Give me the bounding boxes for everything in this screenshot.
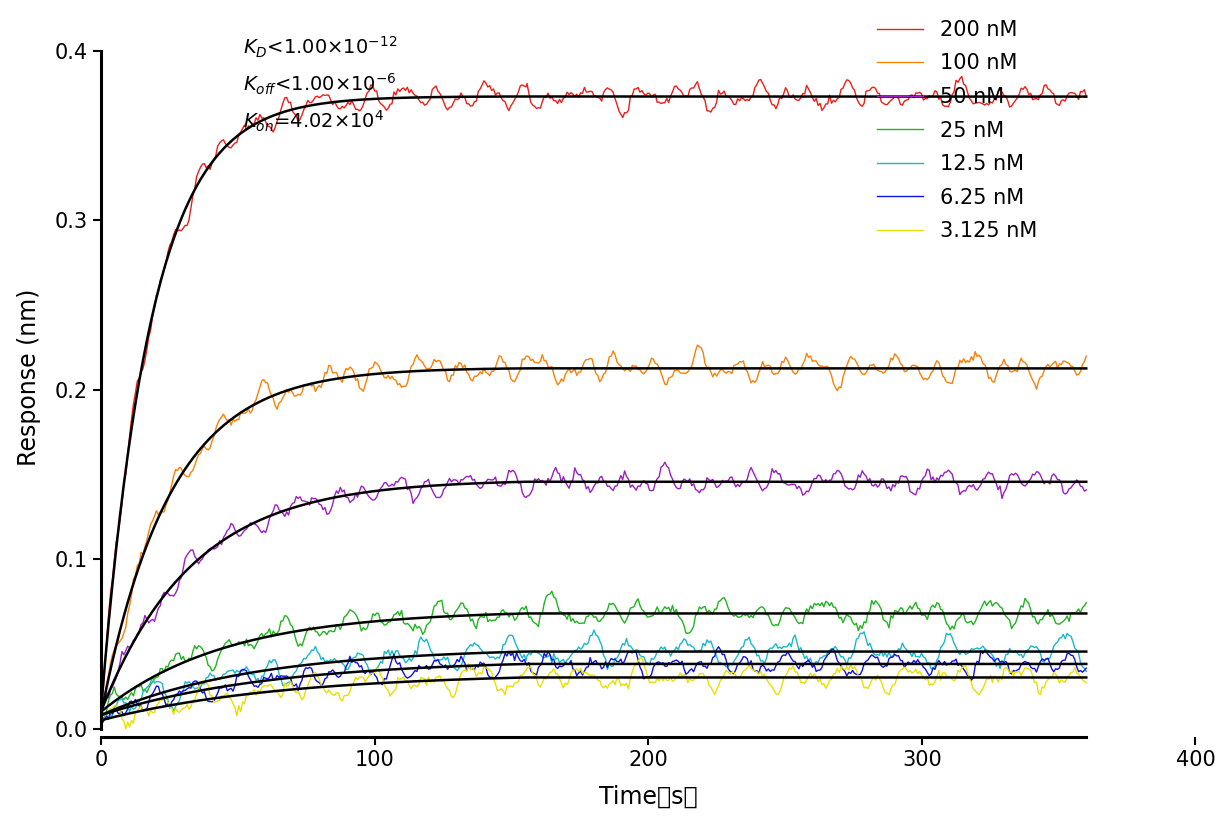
6.25 nM	[95, 718, 110, 728]
3.125 nM	[1079, 678, 1094, 688]
6.25 nM	[711, 642, 726, 652]
100 nM	[429, 356, 444, 366]
25 nM	[800, 604, 814, 614]
25 nM	[126, 691, 140, 701]
50 nM	[800, 486, 814, 496]
12.5 nM	[211, 673, 225, 683]
3.125 nM	[801, 672, 816, 681]
6.25 nM	[431, 655, 446, 665]
Line: 100 nM: 100 nM	[101, 345, 1087, 718]
100 nM	[208, 424, 223, 434]
6.25 nM	[94, 715, 108, 725]
25 nM	[545, 587, 559, 596]
100 nM	[94, 713, 108, 723]
3.125 nM	[638, 665, 653, 675]
100 nM	[559, 366, 574, 376]
12.5 nM	[638, 657, 653, 667]
12.5 nM	[1079, 667, 1094, 676]
Line: 50 nM: 50 nM	[101, 462, 1087, 703]
25 nM	[94, 719, 108, 728]
25 nM	[562, 608, 577, 618]
Line: 6.25 nM: 6.25 nM	[101, 647, 1087, 723]
12.5 nM	[101, 714, 116, 724]
3.125 nM	[562, 676, 577, 686]
25 nM	[1079, 597, 1094, 607]
6.25 nM	[801, 655, 816, 665]
Line: 200 nM: 200 nM	[101, 77, 1087, 717]
X-axis label: Time（s）: Time（s）	[599, 785, 697, 808]
3.125 nM	[431, 672, 446, 682]
50 nM	[1079, 485, 1094, 495]
50 nM	[208, 544, 223, 554]
50 nM	[429, 493, 444, 502]
6.25 nM	[1079, 663, 1094, 673]
200 nM	[208, 151, 223, 161]
50 nM	[634, 478, 649, 488]
200 nM	[429, 81, 444, 91]
12.5 nM	[431, 655, 446, 665]
200 nM	[1079, 92, 1094, 102]
6.25 nM	[637, 674, 652, 684]
6.25 nM	[128, 695, 143, 705]
25 nM	[429, 601, 444, 610]
200 nM	[634, 86, 649, 96]
12.5 nM	[128, 703, 143, 713]
Y-axis label: Response (nm): Response (nm)	[17, 288, 41, 465]
200 nM	[797, 89, 812, 99]
Line: 3.125 nM: 3.125 nM	[101, 658, 1087, 728]
100 nM	[800, 348, 814, 358]
200 nM	[94, 712, 108, 722]
100 nM	[1079, 351, 1094, 361]
25 nM	[208, 661, 223, 671]
100 nM	[126, 574, 140, 584]
100 nM	[634, 367, 649, 377]
100 nM	[690, 340, 705, 350]
3.125 nM	[94, 709, 108, 719]
50 nM	[559, 480, 574, 490]
12.5 nM	[94, 707, 108, 717]
200 nM	[559, 87, 574, 97]
Text: $K_{D}$<1.00×10$^{-12}$
$K_{off}$<1.00×10$^{-6}$
$K_{on}$=4.02×10$^{4}$: $K_{D}$<1.00×10$^{-12}$ $K_{off}$<1.00×1…	[243, 35, 398, 134]
3.125 nM	[211, 696, 225, 706]
3.125 nM	[118, 724, 133, 733]
200 nM	[126, 399, 140, 409]
Line: 12.5 nM: 12.5 nM	[101, 630, 1087, 719]
200 nM	[955, 72, 970, 82]
6.25 nM	[211, 688, 225, 698]
6.25 nM	[562, 659, 577, 669]
12.5 nM	[586, 625, 601, 635]
12.5 nM	[801, 657, 816, 667]
3.125 nM	[128, 708, 143, 718]
12.5 nM	[562, 653, 577, 663]
50 nM	[658, 457, 673, 467]
50 nM	[94, 698, 108, 708]
Line: 25 nM: 25 nM	[101, 592, 1087, 724]
3.125 nM	[634, 653, 649, 662]
25 nM	[637, 606, 652, 616]
Legend: 200 nM, 100 nM, 50 nM, 25 nM, 12.5 nM, 6.25 nM, 3.125 nM: 200 nM, 100 nM, 50 nM, 25 nM, 12.5 nM, 6…	[877, 20, 1037, 241]
50 nM	[126, 635, 140, 645]
